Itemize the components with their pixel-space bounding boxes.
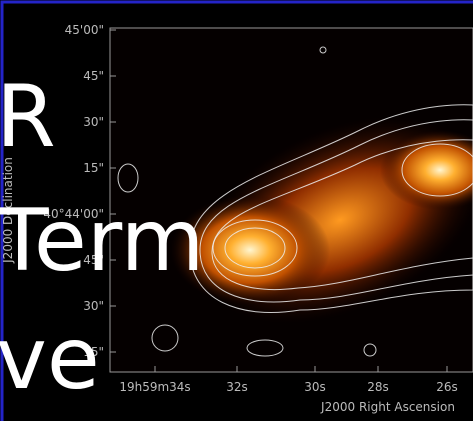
y-tick-label: 45" <box>83 253 104 267</box>
y-tick-label: 30" <box>83 299 104 313</box>
x-tick-label: 26s <box>436 380 458 394</box>
x-tick-label: 30s <box>304 380 326 394</box>
x-tick-label: 28s <box>367 380 389 394</box>
y-tick-label: 15" <box>83 345 104 359</box>
y-ticks: 45'00" 45" 30" 15" 40°44'00" 45" 30" 15" <box>43 23 116 359</box>
x-axis-label: J2000 Right Ascension <box>320 400 455 414</box>
x-tick-label: 19h59m34s <box>119 380 190 394</box>
y-tick-label: 30" <box>83 115 104 129</box>
y-tick-label: 45" <box>83 69 104 83</box>
y-tick-label: 15" <box>83 161 104 175</box>
overlay-text: Term <box>0 191 204 291</box>
x-ticks: 19h59m34s 32s 30s 28s 26s <box>119 366 458 394</box>
y-tick-label: 40°44'00" <box>43 207 104 221</box>
y-tick-label: 45'00" <box>65 23 104 37</box>
x-tick-label: 32s <box>226 380 248 394</box>
overlay-text: ve <box>0 309 100 409</box>
contours <box>117 46 473 357</box>
y-axis-label: J2000 Declination <box>1 157 15 264</box>
overlay-text: R <box>0 67 56 167</box>
